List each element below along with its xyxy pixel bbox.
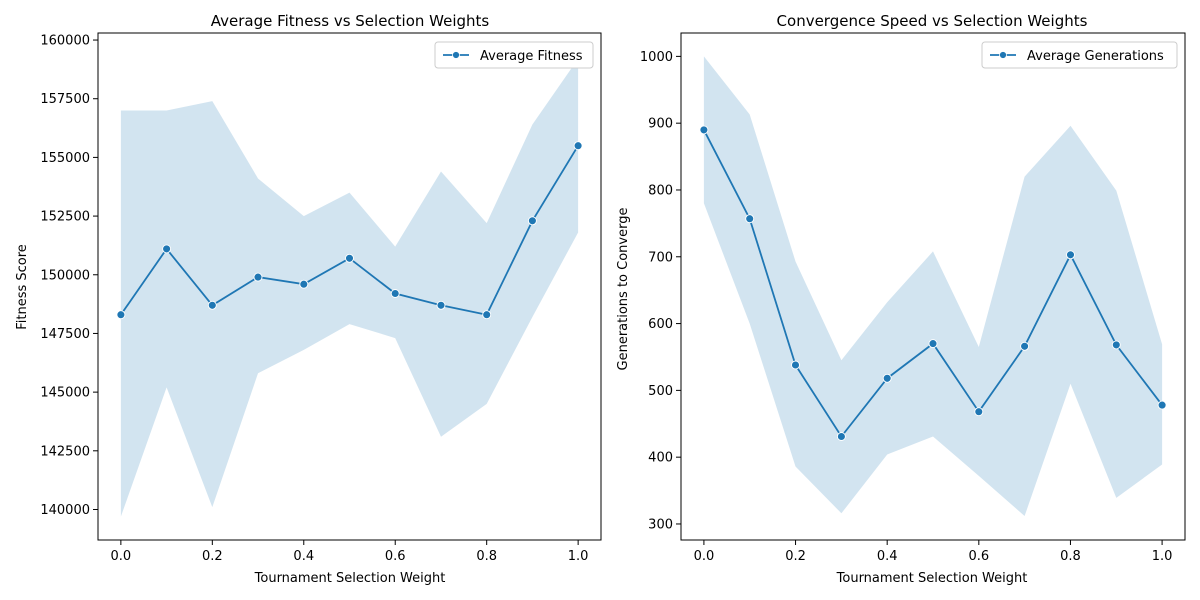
y-tick-label: 147500: [40, 327, 90, 342]
data-point: [791, 360, 800, 370]
data-point: [253, 272, 263, 282]
data-point: [928, 339, 938, 349]
data-point: [345, 253, 354, 263]
y-tick-label: 150000: [40, 268, 90, 283]
x-tick-label: 0.2: [202, 549, 223, 564]
x-tick-label: 0.4: [293, 549, 314, 564]
data-point: [1020, 341, 1030, 351]
y-axis-label: Fitness Score: [15, 244, 30, 330]
x-tick-label: 0.2: [785, 549, 806, 564]
data-point: [162, 244, 172, 254]
data-point: [116, 310, 126, 320]
legend: Average Fitness: [434, 41, 594, 69]
data-point: [1111, 340, 1121, 350]
y-tick-label: 145000: [40, 386, 90, 401]
data-point: [1066, 250, 1075, 260]
legend: Average Generations: [981, 41, 1178, 69]
legend-label: Average Generations: [1027, 49, 1164, 64]
chart-title: Convergence Speed vs Selection Weights: [777, 12, 1088, 30]
data-point: [207, 300, 217, 310]
y-tick-label: 160000: [40, 34, 90, 49]
x-tick-label: 0.4: [877, 549, 898, 564]
x-tick-label: 0.0: [111, 549, 132, 564]
y-tick-label: 140000: [40, 503, 90, 518]
y-tick-label: 142500: [40, 444, 90, 459]
x-axis-label: Tournament Selection Weight: [254, 571, 446, 586]
plot-area: [97, 32, 602, 541]
x-tick-label: 0.6: [385, 549, 406, 564]
data-point: [836, 432, 846, 441]
y-tick-label: 700: [648, 250, 673, 265]
data-point: [1157, 400, 1167, 410]
y-tick-label: 800: [648, 183, 673, 198]
x-tick-label: 0.0: [694, 549, 715, 564]
y-tick-label: 900: [648, 117, 673, 132]
data-point: [482, 310, 492, 320]
data-point: [436, 300, 446, 310]
legend-marker-icon: [999, 51, 1007, 59]
data-point: [527, 216, 537, 226]
data-point: [974, 407, 984, 417]
data-point: [745, 214, 755, 224]
fitness-chart: Average Fitness vs Selection Weights 0.0…: [15, 12, 602, 586]
data-point: [390, 289, 400, 298]
y-tick-label: 157500: [40, 92, 90, 107]
convergence-chart: Convergence Speed vs Selection Weights 0…: [616, 12, 1186, 586]
chart-title: Average Fitness vs Selection Weights: [211, 12, 490, 30]
legend-marker-icon: [452, 51, 460, 59]
x-tick-label: 0.6: [968, 549, 989, 564]
data-point: [882, 373, 892, 383]
y-tick-label: 155000: [40, 151, 90, 166]
legend-box: [434, 41, 594, 69]
x-tick-label: 0.8: [1060, 549, 1081, 564]
data-point: [299, 279, 309, 289]
confidence-band: [120, 58, 579, 517]
y-tick-label: 300: [648, 517, 673, 532]
y-tick-label: 1000: [640, 50, 673, 65]
x-tick-label: 0.8: [476, 549, 497, 564]
x-axis-label: Tournament Selection Weight: [836, 571, 1028, 586]
confidence-band: [703, 56, 1163, 517]
x-tick-label: 1.0: [568, 549, 589, 564]
y-tick-label: 152500: [40, 210, 90, 225]
data-point: [699, 125, 709, 135]
plot-area: [680, 32, 1186, 541]
legend-box: [981, 41, 1178, 69]
y-axis-label: Generations to Converge: [616, 208, 631, 371]
data-point: [573, 141, 583, 151]
y-tick-label: 500: [648, 384, 673, 399]
x-tick-label: 1.0: [1152, 549, 1173, 564]
y-tick-label: 600: [648, 317, 673, 332]
y-tick-label: 400: [648, 451, 673, 466]
legend-label: Average Fitness: [480, 49, 583, 64]
